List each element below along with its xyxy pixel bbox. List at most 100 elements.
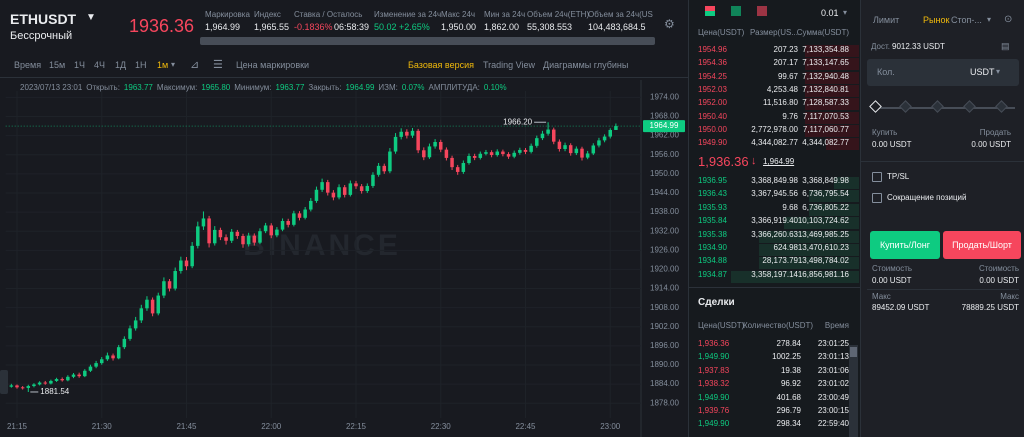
candle-body [359,186,364,192]
settings-icon[interactable]: ☰ [213,59,223,71]
candle-body [551,129,556,142]
candle-body [303,209,307,218]
trade-qty: 1002.25 [772,352,801,362]
info-label: АМПЛИТУДА: [428,83,480,92]
stat-label: Мин за 24ч [484,10,526,19]
checkbox[interactable] [872,193,882,203]
candle-body [348,183,353,195]
max-label: Макс [872,292,891,301]
view-tab[interactable]: Диаграммы глубины [543,60,629,70]
interval[interactable]: 15м [49,60,66,70]
interval[interactable]: 4Ч [94,60,106,70]
candle-body [212,229,217,244]
ask-size: 4,253.48 [766,84,798,94]
ask-size: 99.67 [777,71,798,81]
trade-price: 1,939.76 [698,406,730,415]
info-label: Минимум: [234,83,272,92]
indicator-icon[interactable]: ⊿ [190,59,200,71]
y-tick-label: 1920.00 [650,265,679,274]
bid-size: 624.98 [773,243,798,252]
y-tick-label: 1884.00 [650,379,679,388]
candle-body [128,328,132,339]
book-mode-icon[interactable] [757,6,767,16]
slider-step[interactable] [963,100,976,113]
candle-body [252,235,257,243]
interval-dropdown[interactable]: ▾ [171,60,176,69]
interval[interactable]: 1м [157,60,169,70]
stat-value: 1,950.00 [441,22,477,32]
ask-sum: 7,117,060.77 [802,124,849,134]
bid-sum: 13,470,610.23 [797,243,849,252]
buy-button[interactable]: Купить/Лонг [870,231,940,259]
interval[interactable]: 1Ч [74,60,86,70]
book-mode-icon[interactable] [705,6,715,16]
depth-bar [805,84,859,97]
order-tab[interactable]: Рынок [923,15,950,25]
y-tick-label: 1914.00 [650,284,679,293]
candle-body [66,376,70,381]
depth-bar [805,124,859,137]
candle-body [455,167,460,172]
info-value: 1963.77 [123,83,153,92]
slider-step[interactable] [995,100,1008,113]
candle-body [467,156,471,164]
order-tab[interactable]: Стоп-... [951,15,982,25]
slider-step[interactable] [899,100,912,113]
step-dropdown[interactable]: ▾ [843,8,848,17]
candle-body [309,200,313,210]
trade-qty: 401.68 [776,392,801,402]
settings-icon[interactable]: ⚙ [664,17,675,31]
slider-track[interactable] [875,107,1015,109]
depth-bar [784,217,859,230]
candle-body [433,141,437,147]
ask-sum: 7,133,147.65 [802,58,849,68]
depth-bar [834,177,859,189]
candle-body [139,308,144,321]
x-tick-label: 21:30 [92,422,113,431]
view-tab[interactable]: Trading View [483,60,536,70]
interval[interactable]: 1Д [115,60,127,70]
column-header: Сумма(USDT) [796,28,849,37]
trade-qty: 296.79 [776,406,801,415]
tab-dropdown[interactable]: ▾ [987,15,992,24]
info-value: 0.07% [401,83,425,92]
candle-body [77,374,81,377]
ask-price: 1949.90 [698,138,727,148]
candle-body [501,151,505,155]
interval[interactable]: 1Н [135,60,147,70]
candle-body [461,163,466,172]
ask-sum: 7,128,587.33 [802,98,849,108]
available-label: Дост. [871,42,890,51]
dropdown-icon[interactable]: ▼ [86,12,96,23]
candle-body [546,129,550,134]
candle-body [568,145,573,154]
candle-body [60,379,64,381]
book-mode-icon[interactable] [731,6,741,16]
checkbox[interactable] [872,172,882,182]
calc-icon[interactable]: ▤ [1001,41,1010,51]
price-type[interactable]: Цена маркировки [236,60,310,70]
candle-body [416,130,420,151]
candle-body [167,281,172,289]
qty-input[interactable] [867,59,1019,86]
view-tab[interactable]: Базовая версия [408,60,474,70]
candle-body [450,157,454,168]
y-tick-label: 1908.00 [650,303,679,312]
trade-price: 1,937.83 [698,365,730,375]
orderbook-panel: 0.01 ▾ Цена(USDT) Размер(US... Сумма(USDT) 19… [688,0,861,437]
qty-unit[interactable]: USDT [970,67,995,77]
candle-body [506,154,511,157]
interval: Время [14,60,42,70]
slider-step[interactable] [931,100,944,113]
y-tick-label: 1974.00 [650,92,679,101]
order-tab[interactable]: Лимит [873,15,900,25]
step[interactable]: 0.01 [821,8,839,18]
available-value: 9012.33 USDT [892,42,945,51]
unit-dropdown[interactable]: ▾ [996,67,1001,76]
depth-bar [731,270,859,283]
trades-title: Сделки [698,297,735,308]
sell-button[interactable]: Продать/Шорт [943,231,1021,259]
info-icon[interactable]: ⊙ [1004,14,1013,25]
slider-step[interactable] [869,100,882,113]
candle-body [20,387,25,389]
